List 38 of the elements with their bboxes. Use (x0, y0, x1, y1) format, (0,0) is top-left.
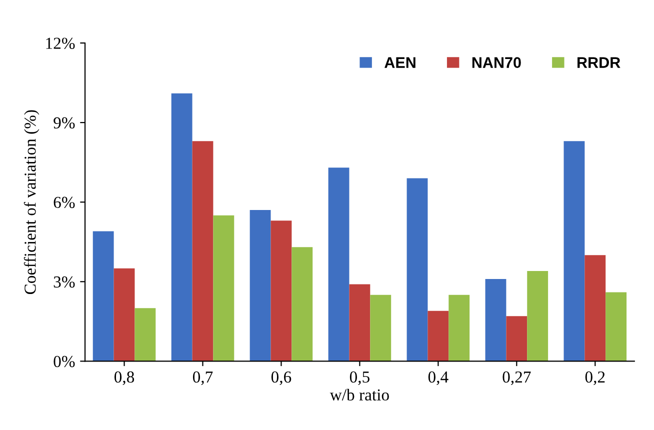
x-tick-label: 0,5 (350, 371, 370, 386)
bar (134, 308, 156, 362)
bar (406, 178, 428, 362)
x-tick-label: 0,8 (114, 371, 134, 386)
y-tick-label: 6% (54, 196, 75, 208)
x-tick-label: 0,2 (585, 371, 605, 386)
bar (349, 284, 370, 362)
x-tick-label: 0,27 (502, 371, 531, 386)
bar (506, 316, 528, 362)
bar (328, 168, 350, 362)
y-tick-label: 12% (46, 38, 75, 49)
bar (92, 231, 114, 362)
y-tick-label: 0% (54, 356, 75, 368)
bar (485, 279, 506, 362)
legend-label: AEN (384, 57, 416, 68)
bar (564, 141, 585, 362)
bar (171, 93, 192, 362)
x-tick-label: 0,4 (428, 371, 448, 386)
x-tick-label: 0,6 (271, 371, 292, 386)
bar (270, 220, 292, 362)
y-tick-label: 9% (54, 117, 75, 129)
x-axis-title: w/b ratio (330, 388, 389, 401)
bar (192, 141, 214, 362)
y-axis-title: Coefficient of variation (%) (24, 110, 40, 294)
bar (428, 310, 449, 362)
bar (213, 215, 234, 362)
legend-label: NAN70 (472, 57, 521, 68)
bar (114, 268, 135, 362)
bar (584, 255, 606, 362)
bar (527, 271, 548, 362)
bar (370, 294, 392, 362)
y-tick-label: 3% (54, 276, 75, 288)
bar (606, 292, 627, 362)
x-tick-label: 0,7 (192, 371, 213, 386)
bar (250, 210, 271, 362)
bar (448, 294, 470, 362)
legend-label: RRDR (578, 57, 620, 68)
bar (292, 247, 313, 362)
